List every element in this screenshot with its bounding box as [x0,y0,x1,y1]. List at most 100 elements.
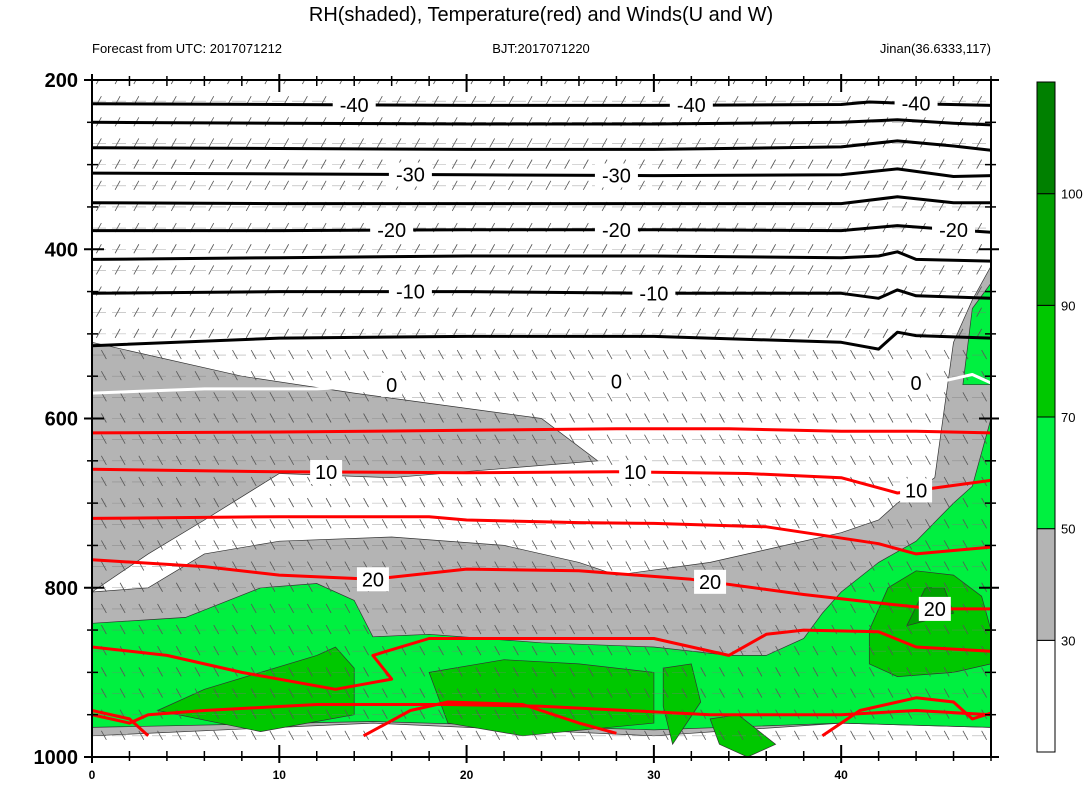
wind-barb [756,667,763,677]
wind-barb [325,582,332,592]
wind-barb [793,476,800,487]
wind-barb [901,201,908,212]
wind-barb [213,688,220,698]
wind-barb [119,561,126,571]
wind-barb [376,159,383,169]
wind-barb [475,540,482,550]
wind-barb [587,455,594,466]
wind-barb [793,540,800,550]
wind-barb [175,519,182,529]
wind-barb [775,476,781,487]
wind-barb [807,180,814,190]
wind-barb [906,434,913,444]
wind-barb [232,455,238,466]
wind-barb [812,392,819,402]
wind-barb [831,434,838,444]
colorbar-label: 90 [1061,298,1075,313]
wind-barb [133,328,140,339]
wind-barb [494,476,501,487]
wind-barb [775,434,781,444]
wind-barb [788,80,793,85]
wind-barb [381,540,388,550]
colorbar-label: 100 [1061,187,1083,202]
wind-barb [887,582,894,592]
wind-barb [906,646,913,656]
wind-barb [845,328,851,339]
wind-barb [344,646,351,656]
wind-barb [625,667,632,677]
wind-barb [189,159,196,169]
wind-barb [307,667,313,677]
wind-barb [194,455,201,466]
wind-barb [363,349,369,360]
wind-barb [587,370,594,381]
wind-barb [250,370,257,381]
wind-barb [175,582,182,592]
wind-barb [194,688,201,698]
wind-barb [587,667,594,677]
wind-barb [138,476,145,487]
wind-barb [550,688,557,698]
wind-barb [433,265,439,275]
wind-barb [737,349,744,360]
wind-barb [508,80,512,85]
wind-barb [194,667,201,677]
contour-label-box [388,279,432,304]
wind-barb [470,180,477,190]
wind-barb [456,349,463,360]
wind-barb [662,582,669,592]
wind-barb [157,349,163,360]
wind-barb [227,307,233,317]
wind-barb [737,624,744,635]
wind-barb [644,370,650,381]
wind-barb [494,646,501,656]
colorbar: 30 50 70 90 100 [1036,81,1083,753]
wind-barb [719,730,725,741]
wind-barb [662,413,669,423]
wind-barb [208,159,215,169]
wind-barb [920,80,924,85]
wind-barb [887,624,894,635]
wind-barb [227,328,233,339]
wind-barb [288,646,295,656]
wind-barb [419,519,426,529]
wind-barb [681,413,688,423]
wind-barb [119,730,126,741]
wind-barb [775,688,781,698]
wind-barb [920,201,926,212]
wind-barb [681,540,688,550]
wind-barb [620,307,627,317]
wind-barb [288,497,295,508]
wind-barb [456,497,463,508]
wind-barb [414,244,421,254]
wind-barb [376,307,383,317]
wind-barb [962,497,969,508]
wind-barb [770,80,774,85]
wind-barb [288,603,295,614]
wind-barb [700,688,707,698]
wind-barb [264,180,271,190]
wind-barb [943,624,950,635]
wind-barb [250,688,257,698]
wind-barb [569,603,575,614]
wind-barb [681,476,688,487]
wind-barb [456,730,463,741]
wind-barb [882,328,889,339]
wind-barb [550,730,557,741]
wind-barb [138,667,145,677]
contour-label: -40 [902,94,931,116]
wind-barb [882,201,889,212]
wind-barb [925,561,931,571]
wind-barb [793,497,800,508]
wind-barb [906,667,913,677]
wind-barb [302,244,308,254]
wind-barb [681,370,688,381]
y-tick-label: 200 [45,70,78,92]
wind-barb [451,265,458,275]
wind-barb [288,561,295,571]
wind-barb [644,413,650,423]
contour-label-box [381,372,403,397]
wind-barb [456,455,463,466]
wind-barb [850,561,856,571]
